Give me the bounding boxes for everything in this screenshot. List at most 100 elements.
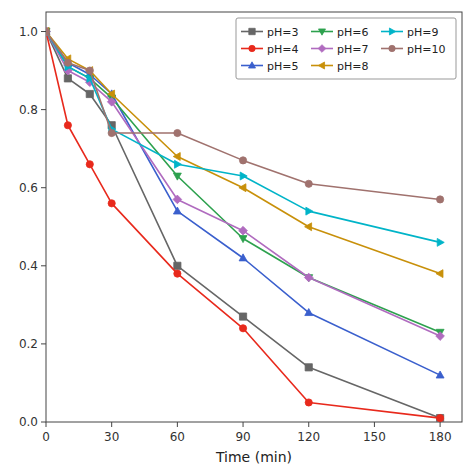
- series-marker: [436, 332, 445, 341]
- legend-label: pH=3: [267, 26, 298, 39]
- series-marker: [304, 273, 313, 282]
- y-tick-label: 0.4: [19, 259, 38, 273]
- legend-label: pH=5: [267, 60, 298, 73]
- x-axis-label: Time (min): [215, 449, 292, 465]
- legend-item: pH=5: [241, 60, 298, 73]
- legend-marker: [248, 62, 255, 68]
- series-marker: [64, 122, 71, 129]
- y-tick: [41, 343, 46, 344]
- legend-label: pH=7: [337, 43, 368, 56]
- series-marker: [437, 196, 444, 203]
- y-tick-label: 0.6: [19, 181, 38, 195]
- series-line: [46, 32, 440, 376]
- series-marker: [174, 129, 181, 136]
- series-marker: [305, 309, 313, 316]
- legend-label: pH=6: [337, 26, 368, 39]
- series-marker: [108, 129, 115, 136]
- x-tick: [177, 422, 178, 427]
- series-marker: [46, 28, 50, 35]
- legend-item: pH=6: [311, 26, 368, 39]
- series-marker: [436, 371, 444, 378]
- series-marker: [46, 27, 50, 36]
- series-marker: [173, 195, 182, 204]
- x-tick: [46, 422, 47, 427]
- series-marker: [239, 236, 247, 243]
- x-tick: [308, 422, 309, 427]
- x-tick-label: 180: [429, 430, 452, 444]
- x-tick-label: 60: [170, 430, 185, 444]
- series-marker: [305, 223, 312, 231]
- series-marker: [86, 90, 93, 97]
- legend: pH=3 pH=4 pH=5 pH=6 pH=7 pH=8 pH=9 pH=10: [236, 18, 456, 79]
- series-marker: [107, 97, 116, 106]
- series-marker: [86, 161, 93, 168]
- series-marker: [174, 160, 181, 168]
- series-marker: [64, 59, 71, 66]
- series-marker: [86, 67, 93, 74]
- legend-item: pH=3: [241, 26, 298, 39]
- legend-item: pH=10: [381, 43, 445, 56]
- legend-item: pH=8: [311, 60, 368, 73]
- series-marker: [46, 28, 49, 36]
- legend-marker: [389, 28, 395, 35]
- series-marker: [305, 180, 312, 187]
- legend-marker: [318, 45, 326, 53]
- series-marker: [306, 207, 313, 215]
- x-tick-label: 120: [297, 430, 320, 444]
- x-tick: [440, 422, 441, 427]
- series-marker: [305, 399, 312, 406]
- series-marker: [239, 157, 246, 164]
- series-marker: [46, 28, 50, 36]
- x-tick-label: 0: [42, 430, 50, 444]
- legend-label: pH=4: [267, 43, 298, 56]
- series-marker: [46, 28, 50, 35]
- y-tick: [41, 109, 46, 110]
- series-marker: [174, 270, 181, 277]
- series-marker: [239, 226, 248, 235]
- series-marker: [173, 153, 180, 161]
- y-tick: [41, 31, 46, 32]
- series-line: [46, 32, 440, 419]
- series-marker: [436, 270, 443, 278]
- series-marker: [239, 254, 247, 261]
- x-tick-label: 90: [235, 430, 250, 444]
- legend-item: pH=7: [311, 43, 368, 56]
- legend-marker: [389, 45, 395, 51]
- legend-marker: [249, 28, 255, 34]
- series-marker: [174, 262, 181, 269]
- y-tick: [41, 187, 46, 188]
- series-marker: [86, 67, 93, 75]
- series-marker: [437, 414, 444, 421]
- series: [46, 28, 444, 422]
- series-marker: [108, 90, 115, 98]
- y-tick: [41, 265, 46, 266]
- y-tick: [41, 422, 46, 423]
- x-tick: [374, 422, 375, 427]
- x-tick: [111, 422, 112, 427]
- chart: 0 30 60 90 120 150 180 0.0 0.2 0.4 0.6 0.8 1.0 Time (…: [0, 0, 474, 474]
- series-marker: [437, 414, 444, 421]
- series-marker: [239, 184, 246, 192]
- x-tick-label: 150: [363, 430, 386, 444]
- series-marker: [240, 172, 247, 180]
- series-marker: [173, 173, 181, 180]
- series-marker: [239, 313, 246, 320]
- y-tick-label: 0.2: [19, 337, 38, 351]
- y-tick-label: 0.8: [19, 103, 38, 117]
- legend-box: [236, 18, 456, 79]
- x-tick-label: 30: [104, 430, 119, 444]
- legend-label: pH=8: [337, 60, 368, 73]
- series: [46, 28, 444, 422]
- series-line: [46, 32, 440, 419]
- series-marker: [108, 200, 115, 207]
- series-marker: [64, 75, 71, 82]
- y-tick-label: 1.0: [19, 25, 38, 39]
- legend-marker: [318, 62, 324, 69]
- series-marker: [437, 238, 444, 246]
- series-marker: [46, 28, 50, 35]
- legend-marker: [318, 29, 325, 35]
- legend-label: pH=9: [407, 26, 438, 39]
- y-tick-label: 0.0: [19, 415, 38, 429]
- plot-data: [46, 27, 444, 421]
- plot-frame: [46, 12, 462, 422]
